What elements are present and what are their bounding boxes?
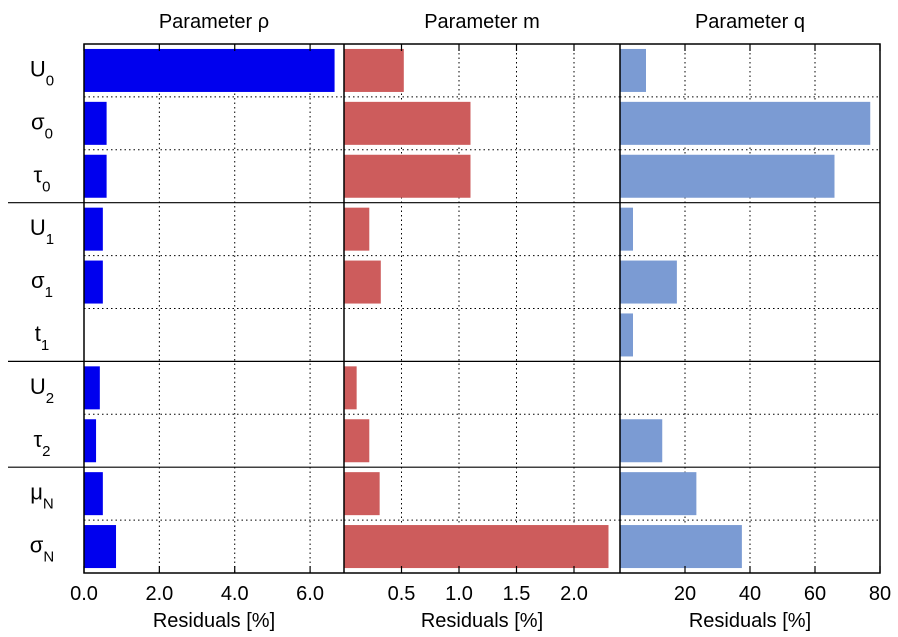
bar bbox=[344, 260, 381, 304]
bar bbox=[84, 419, 97, 463]
panel-2: Parameter q 20 40 60 80 Residuals [%] bbox=[620, 11, 891, 632]
bar bbox=[620, 472, 697, 516]
tick-label: 6.0 bbox=[296, 583, 324, 605]
bar bbox=[84, 101, 107, 145]
category-label: σN bbox=[30, 533, 54, 566]
bar bbox=[344, 472, 380, 516]
bar bbox=[84, 366, 100, 410]
bar bbox=[84, 48, 335, 92]
bar bbox=[620, 525, 742, 569]
bar bbox=[620, 419, 663, 463]
tick-label: 60 bbox=[804, 583, 826, 605]
category-label: U2 bbox=[30, 374, 54, 407]
tick-label: 40 bbox=[739, 583, 761, 605]
bar bbox=[344, 154, 471, 198]
bar bbox=[344, 525, 609, 569]
bar bbox=[620, 48, 646, 92]
category-label: τ2 bbox=[33, 427, 50, 460]
bar bbox=[620, 154, 835, 198]
category-label: τ0 bbox=[33, 162, 50, 195]
panel-title: Parameter q bbox=[695, 11, 805, 33]
category-label: μN bbox=[30, 480, 54, 513]
tick-label: 1.0 bbox=[445, 583, 473, 605]
bar bbox=[84, 472, 103, 516]
bar bbox=[620, 207, 633, 251]
tick-label: 0.0 bbox=[70, 583, 98, 605]
bar bbox=[84, 154, 107, 198]
bar bbox=[620, 260, 677, 304]
bar bbox=[344, 207, 370, 251]
category-label: σ1 bbox=[31, 268, 53, 301]
bar bbox=[344, 366, 357, 410]
bar bbox=[84, 207, 103, 251]
bar bbox=[344, 419, 370, 463]
bar bbox=[620, 101, 871, 145]
tick-label: 4.0 bbox=[221, 583, 249, 605]
category-label: t1 bbox=[35, 321, 49, 354]
bar bbox=[344, 48, 404, 92]
tick-label: 80 bbox=[869, 583, 891, 605]
panel-title: Parameter m bbox=[424, 11, 540, 33]
category-label: U0 bbox=[30, 56, 54, 89]
bar bbox=[344, 101, 471, 145]
bar bbox=[620, 313, 633, 357]
tick-label: 2.0 bbox=[560, 583, 588, 605]
plot-frame bbox=[83, 43, 881, 574]
x-axis-label: Residuals [%] bbox=[421, 610, 543, 632]
x-axis-label: Residuals [%] bbox=[153, 610, 275, 632]
panel-0: Parameter ρ 0.0 2.0 4.0 6.0 Residuals [%] bbox=[70, 11, 344, 632]
bar bbox=[84, 260, 103, 304]
panel-1: Parameter m 0.5 1.0 1.5 2.0 Residuals [%] bbox=[344, 11, 620, 632]
tick-label: 0.5 bbox=[388, 583, 416, 605]
category-label: σ0 bbox=[31, 109, 53, 142]
panel-title: Parameter ρ bbox=[159, 11, 269, 33]
x-axis-label: Residuals [%] bbox=[689, 610, 811, 632]
tick-label: 2.0 bbox=[145, 583, 173, 605]
bar bbox=[84, 525, 117, 569]
tick-label: 20 bbox=[674, 583, 696, 605]
category-label: U1 bbox=[30, 215, 54, 248]
tick-label: 1.5 bbox=[503, 583, 531, 605]
